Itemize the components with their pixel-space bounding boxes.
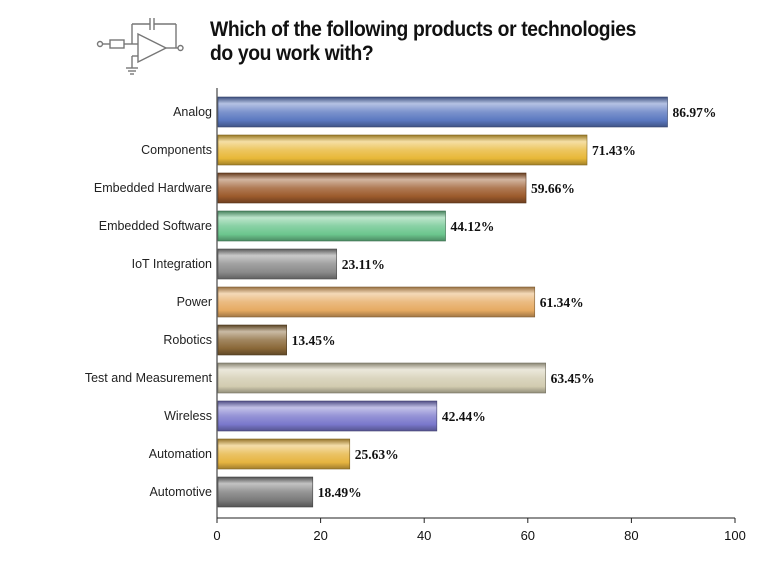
category-label-power: Power	[177, 295, 212, 309]
category-label-automation: Automation	[149, 447, 212, 461]
bar-analog	[217, 96, 668, 128]
bar-iot-integration	[217, 248, 338, 280]
value-label-analog: 86.97%	[673, 105, 717, 120]
category-label-iot-integration: IoT Integration	[132, 257, 212, 271]
bar-power	[217, 286, 536, 318]
x-tick-label-100: 100	[724, 528, 746, 543]
category-label-automotive: Automotive	[149, 485, 212, 499]
chart-title: Which of the following products or techn…	[210, 18, 670, 66]
bar-wireless	[217, 400, 438, 432]
bar-automotive	[217, 476, 314, 508]
value-label-automotive: 18.49%	[318, 485, 362, 500]
x-tick-label-60: 60	[521, 528, 535, 543]
bar-components	[217, 134, 588, 166]
value-label-test-and-measurement: 63.45%	[551, 371, 595, 386]
value-label-embedded-software: 44.12%	[451, 219, 495, 234]
category-label-embedded-software: Embedded Software	[99, 219, 212, 233]
bar-embedded-hardware	[217, 172, 527, 204]
category-label-test-and-measurement: Test and Measurement	[85, 371, 213, 385]
op-amp-circuit-icon	[96, 18, 184, 75]
chart-title-line-1: Which of the following products or techn…	[210, 18, 636, 41]
chart-title-line-2: do you work with?	[210, 42, 374, 65]
x-tick-label-20: 20	[313, 528, 327, 543]
category-label-embedded-hardware: Embedded Hardware	[94, 181, 212, 195]
category-label-wireless: Wireless	[164, 409, 212, 423]
value-label-robotics: 13.45%	[292, 333, 336, 348]
x-tick-label-0: 0	[213, 528, 220, 543]
bar-test-and-measurement	[217, 362, 546, 394]
value-label-automation: 25.63%	[355, 447, 399, 462]
value-label-components: 71.43%	[592, 143, 636, 158]
category-label-components: Components	[141, 143, 212, 157]
category-label-analog: Analog	[173, 105, 212, 119]
value-label-power: 61.34%	[540, 295, 584, 310]
bar-robotics	[217, 324, 287, 356]
value-label-embedded-hardware: 59.66%	[531, 181, 575, 196]
value-label-iot-integration: 23.11%	[342, 257, 385, 272]
bar-embedded-software	[217, 210, 446, 242]
x-tick-label-40: 40	[417, 528, 431, 543]
x-tick-label-80: 80	[624, 528, 638, 543]
bar-automation	[217, 438, 351, 470]
value-label-wireless: 42.44%	[442, 409, 486, 424]
category-label-robotics: Robotics	[163, 333, 212, 347]
